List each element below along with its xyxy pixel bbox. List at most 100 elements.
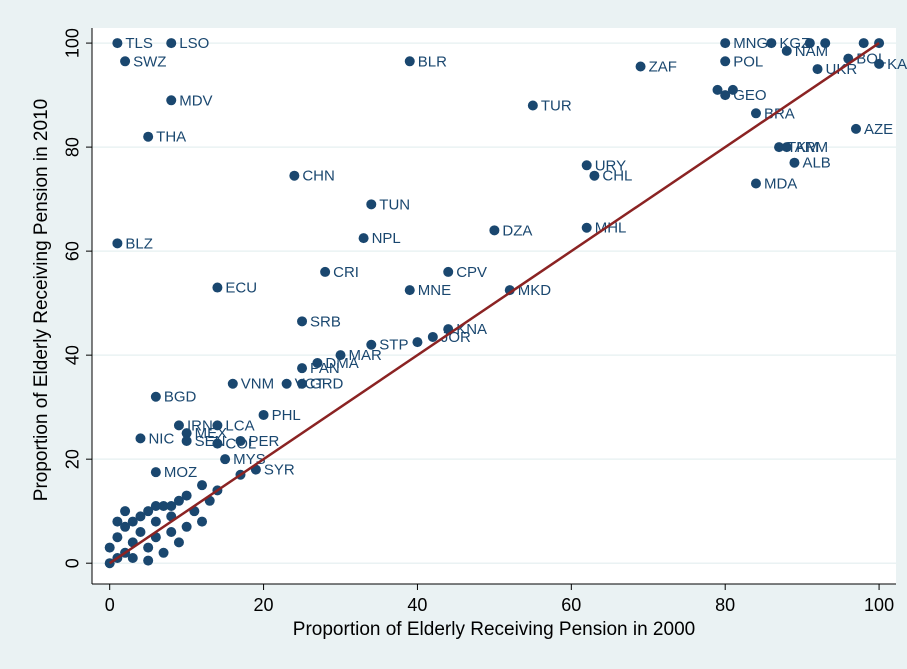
point-label: GEO [733, 87, 766, 104]
point-label: GRD [310, 376, 344, 393]
point [297, 363, 308, 374]
point [120, 506, 131, 517]
point-label: MNG [733, 35, 768, 52]
point [712, 84, 723, 95]
point [150, 391, 161, 402]
point [297, 316, 308, 327]
point [720, 38, 731, 49]
point [143, 542, 154, 553]
point [527, 100, 538, 111]
point [220, 454, 231, 465]
point [320, 266, 331, 277]
point-label: TUN [379, 196, 410, 213]
point-label: THA [156, 129, 186, 146]
point [504, 285, 515, 296]
point-label: VNM [241, 376, 274, 393]
x-tick-label: 40 [407, 595, 427, 615]
point-label: MKD [518, 282, 552, 299]
y-tick-label: 40 [63, 345, 83, 365]
point [858, 38, 869, 49]
point [404, 56, 415, 67]
point [581, 222, 592, 233]
x-tick-label: 100 [864, 595, 894, 615]
point-label: PER [248, 433, 279, 450]
fit-line [108, 42, 880, 565]
point [158, 500, 169, 511]
point [120, 521, 131, 532]
point [197, 516, 208, 527]
point [197, 480, 208, 491]
point [289, 170, 300, 181]
y-tick-label: 60 [63, 241, 83, 261]
y-tick-label: 80 [63, 137, 83, 157]
point [166, 526, 177, 537]
point-label: MDA [764, 175, 797, 192]
point [143, 131, 154, 142]
point-label: BRA [764, 105, 795, 122]
point [366, 339, 377, 350]
point [173, 537, 184, 548]
point-label: MDV [179, 92, 212, 109]
point-label: CPV [456, 264, 487, 281]
point [112, 516, 123, 527]
point-label: MOZ [164, 464, 197, 481]
point [127, 516, 138, 527]
point [635, 61, 646, 72]
point [750, 108, 761, 119]
y-tick-label: 0 [63, 558, 83, 568]
point [581, 160, 592, 171]
point-label: MAR [349, 347, 383, 364]
point-label: PAN [310, 360, 340, 377]
point-label: BLZ [125, 235, 153, 252]
point-label: LSO [179, 35, 209, 52]
point-label: NIC [148, 430, 174, 447]
point-label: AZE [864, 121, 893, 138]
point [804, 38, 815, 49]
point [166, 500, 177, 511]
point [158, 547, 169, 558]
point-label: BGD [164, 389, 197, 406]
point [812, 64, 823, 75]
point [181, 490, 192, 501]
point-label: STP [379, 337, 408, 354]
point-label: SYR [264, 462, 295, 479]
point [112, 532, 123, 543]
point [427, 331, 438, 342]
x-tick-label: 60 [561, 595, 581, 615]
y-tick-label: 20 [63, 449, 83, 469]
point [212, 420, 223, 431]
point [104, 542, 115, 553]
point [358, 233, 369, 244]
y-tick-label: 100 [63, 28, 83, 58]
point-label: TUR [541, 97, 572, 114]
point [181, 435, 192, 446]
point [489, 225, 500, 236]
point-label: MHL [595, 220, 627, 237]
point-label: LCA [225, 417, 254, 434]
point [750, 178, 761, 189]
point [774, 142, 785, 153]
point [135, 526, 146, 537]
point [850, 123, 861, 134]
point [412, 337, 423, 348]
point [127, 552, 138, 563]
point-label: ALB [802, 155, 830, 172]
point [135, 433, 146, 444]
point-label: MEX [195, 425, 228, 442]
point [181, 428, 192, 439]
point [404, 285, 415, 296]
point [150, 516, 161, 527]
point [235, 435, 246, 446]
point [281, 378, 292, 389]
x-axis-title: Proportion of Elderly Receiving Pension … [293, 619, 695, 640]
point [297, 378, 308, 389]
point-label: CHL [602, 168, 632, 185]
plot-area [92, 28, 896, 584]
point-label: BLR [418, 53, 447, 70]
point [227, 378, 238, 389]
point [312, 357, 323, 368]
point-label: POL [733, 53, 763, 70]
point [720, 90, 731, 101]
